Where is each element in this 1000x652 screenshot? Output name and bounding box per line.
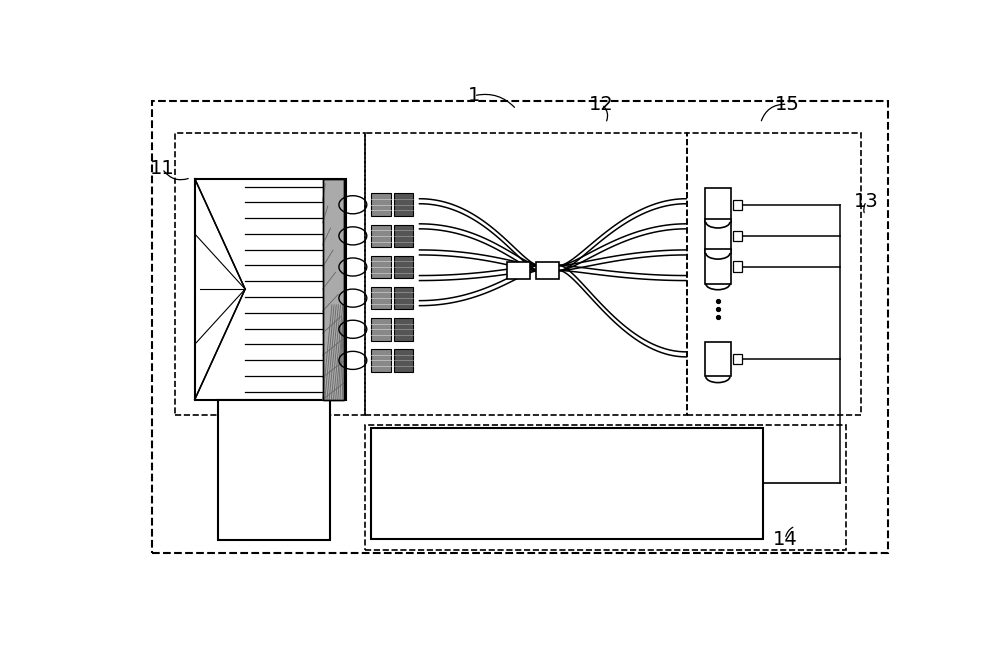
Bar — [175, 134, 365, 415]
Bar — [195, 179, 346, 400]
Bar — [733, 261, 742, 271]
Bar — [371, 224, 391, 247]
Bar — [394, 194, 413, 216]
Bar — [705, 342, 731, 376]
Bar — [705, 250, 731, 284]
Bar — [218, 400, 330, 540]
Bar — [394, 224, 413, 247]
Bar — [733, 355, 742, 364]
Bar — [365, 424, 846, 550]
Text: 11: 11 — [150, 159, 175, 178]
Bar — [365, 134, 687, 415]
Bar — [394, 256, 413, 278]
Bar — [323, 179, 344, 400]
Text: 12: 12 — [589, 95, 614, 114]
Bar — [733, 231, 742, 241]
Bar — [394, 349, 413, 372]
Bar — [733, 200, 742, 210]
Bar — [705, 219, 731, 253]
Bar — [394, 318, 413, 340]
Bar — [371, 287, 391, 310]
Bar — [371, 349, 391, 372]
Bar — [705, 188, 731, 222]
Bar — [536, 262, 559, 279]
Bar — [371, 428, 763, 539]
Text: 1: 1 — [468, 86, 480, 106]
Bar — [371, 194, 391, 216]
Bar — [371, 318, 391, 340]
Bar — [371, 256, 391, 278]
Text: 13: 13 — [854, 192, 879, 211]
Bar — [394, 287, 413, 310]
Text: 15: 15 — [775, 95, 800, 114]
Bar — [323, 179, 344, 400]
Bar — [507, 262, 530, 279]
Bar — [687, 134, 861, 415]
Text: 14: 14 — [773, 529, 798, 548]
